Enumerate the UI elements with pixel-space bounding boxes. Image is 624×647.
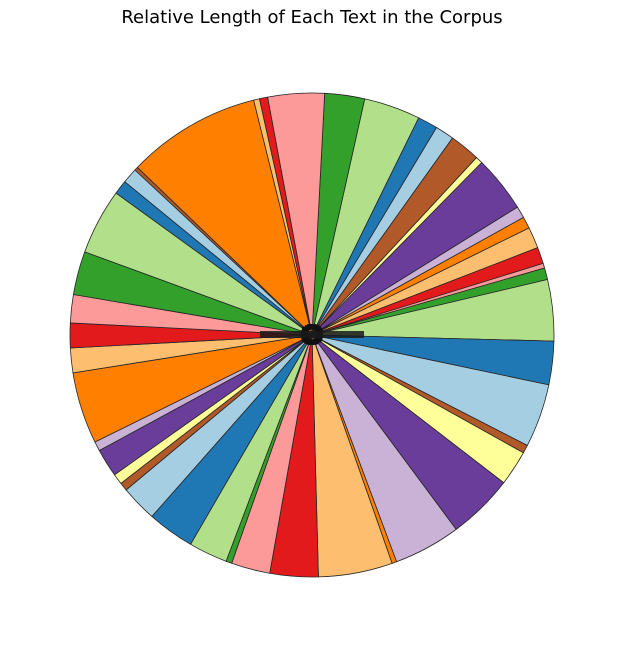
pie-slices bbox=[69, 92, 555, 578]
pie-slice-42 bbox=[136, 99, 313, 337]
pie-center-labels bbox=[260, 324, 364, 345]
chart-title: Relative Length of Each Text in the Corp… bbox=[121, 7, 503, 28]
overlapping-labels-strip bbox=[260, 331, 364, 338]
slice-label-mark-45 bbox=[308, 324, 315, 330]
pie-slice-45 bbox=[267, 92, 326, 336]
